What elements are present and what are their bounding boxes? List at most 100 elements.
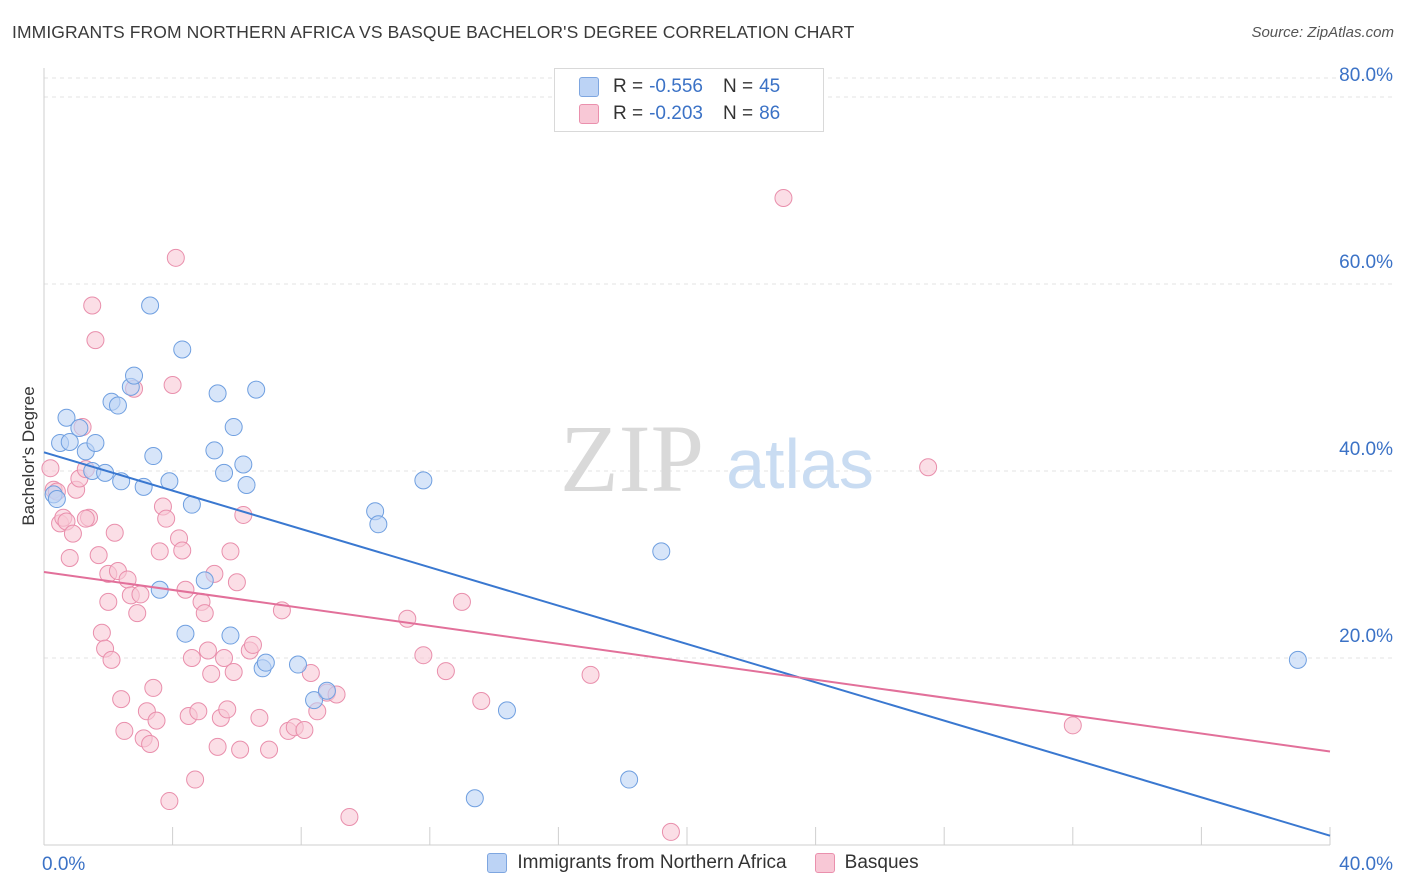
- legend-n-value: 86: [759, 103, 781, 124]
- basques-point: [63, 524, 82, 543]
- basques-point: [227, 573, 246, 592]
- basques-point: [141, 735, 160, 754]
- basques-point: [414, 646, 433, 665]
- basques-point: [163, 375, 182, 394]
- immigrants-point: [108, 396, 127, 415]
- basques-point: [195, 604, 214, 623]
- basques-point: [157, 509, 176, 528]
- legend-r-label: R =: [613, 76, 644, 97]
- basques-point: [218, 700, 237, 719]
- basques-point: [83, 296, 102, 315]
- basques-point: [243, 635, 262, 654]
- basques-point: [221, 542, 240, 561]
- basques-point: [131, 585, 150, 604]
- basques-point: [60, 548, 79, 567]
- immigrants-point: [234, 455, 253, 474]
- basques-point: [208, 737, 227, 756]
- legend-row-pink: R = -0.203 N = 86: [579, 101, 780, 127]
- immigrants-point: [305, 691, 324, 710]
- legend-r-value: -0.203: [649, 103, 703, 124]
- immigrants-point: [141, 296, 160, 315]
- immigrants-trend-line: [43, 451, 1331, 837]
- basques-point: [224, 663, 243, 682]
- basques-point: [89, 546, 108, 565]
- immigrants-point: [620, 770, 639, 789]
- basques-point: [198, 641, 217, 660]
- basques-point: [173, 541, 192, 560]
- basques-point: [144, 678, 163, 697]
- source-credit: Source: ZipAtlas.com: [1251, 24, 1394, 41]
- immigrants-point: [195, 571, 214, 590]
- immigrants-point: [86, 433, 105, 452]
- basques-point: [301, 663, 320, 682]
- series-swatch-blue: [487, 853, 508, 873]
- basques-point: [472, 692, 491, 711]
- immigrants-point: [125, 366, 144, 385]
- series-name-immigrants: Immigrants from Northern Africa: [517, 852, 787, 873]
- basques-point: [76, 509, 95, 528]
- y-tick-label: 80.0%: [1339, 65, 1393, 86]
- immigrants-point: [57, 408, 76, 427]
- basques-point: [436, 662, 455, 681]
- series-legend-item-immigrants: Immigrants from Northern Africa: [487, 852, 787, 874]
- grid-layer: [44, 77, 1393, 659]
- immigrants-point: [70, 418, 89, 437]
- immigrants-point: [256, 653, 275, 672]
- points-layer: [41, 188, 1307, 841]
- basques-point: [150, 542, 169, 561]
- basques-point: [102, 650, 121, 669]
- immigrants-point: [414, 471, 433, 490]
- immigrants-point: [497, 701, 516, 720]
- basques-point: [147, 711, 166, 730]
- immigrants-point: [208, 384, 227, 403]
- watermark-atlas: atlas: [726, 425, 874, 503]
- x-tick-label: 40.0%: [1339, 854, 1393, 875]
- basques-point: [774, 188, 793, 207]
- basques-point: [202, 664, 221, 683]
- basques-trend-line: [43, 570, 1331, 753]
- x-tick-label: 0.0%: [42, 854, 85, 875]
- immigrants-point: [652, 542, 671, 561]
- watermark: ZIP atlas: [560, 405, 874, 512]
- immigrants-point: [221, 626, 240, 645]
- basques-point: [176, 580, 195, 599]
- immigrants-point: [369, 515, 388, 534]
- basques-point: [260, 740, 279, 759]
- basques-point: [1063, 716, 1082, 735]
- basques-point: [92, 623, 111, 642]
- basques-point: [166, 248, 185, 267]
- immigrants-point: [144, 447, 163, 466]
- basques-point: [661, 822, 680, 841]
- legend-r-label: R =: [613, 103, 644, 124]
- trend-layer: [43, 451, 1331, 837]
- immigrants-point: [317, 681, 336, 700]
- y-tick-label: 60.0%: [1339, 252, 1393, 273]
- legend-swatch-blue: [579, 77, 599, 97]
- basques-point: [186, 770, 205, 789]
- basques-point: [340, 807, 359, 826]
- basques-point: [86, 331, 105, 350]
- series-swatch-pink: [814, 853, 835, 873]
- series-legend: Immigrants from Northern Africa Basques: [0, 852, 1406, 874]
- y-tick-label: 40.0%: [1339, 439, 1393, 460]
- basques-point: [189, 702, 208, 721]
- basques-point: [398, 609, 417, 628]
- basques-point: [182, 649, 201, 667]
- immigrants-point: [176, 624, 195, 643]
- immigrants-point: [215, 463, 234, 482]
- basques-point: [919, 458, 938, 477]
- stats-legend: R = -0.556 N = 45 R = -0.203 N = 86: [554, 68, 824, 132]
- immigrants-point: [224, 418, 243, 437]
- immigrants-point: [60, 433, 79, 452]
- basques-point: [452, 592, 471, 611]
- immigrants-point: [465, 789, 484, 808]
- basques-point: [295, 720, 314, 739]
- series-legend-item-basques: Basques: [814, 852, 919, 874]
- immigrants-point: [173, 340, 192, 359]
- chart-title: IMMIGRANTS FROM NORTHERN AFRICA VS BASQU…: [12, 22, 855, 42]
- y-axis-label: Bachelor's Degree: [19, 386, 38, 525]
- immigrants-point: [247, 380, 266, 399]
- basques-point: [41, 459, 60, 478]
- immigrants-point: [237, 476, 256, 495]
- basques-point: [112, 690, 131, 709]
